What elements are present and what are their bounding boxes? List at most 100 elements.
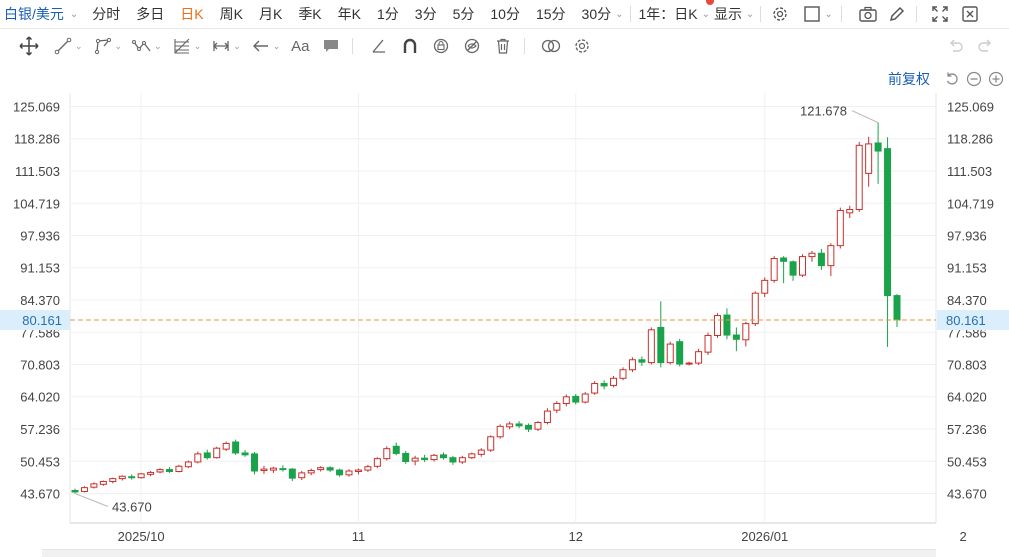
candle-up [477,449,485,455]
chevron-down-icon[interactable]: ⌄ [615,8,624,20]
symbol-selector[interactable]: 白银/美元 ⌄ [4,0,78,28]
zoom-in-icon[interactable] [988,71,1004,87]
candle-up [411,457,419,462]
chevron-down-icon[interactable]: ⌄ [75,40,83,51]
current-price-tag-left [0,310,70,331]
period-tab[interactable]: 1分 [377,6,399,22]
period-tab[interactable]: 3分 [414,6,437,22]
period-tab[interactable]: 分时 [92,6,121,22]
draw-settings-tool[interactable] [571,35,593,57]
candle-up [90,483,98,488]
y-tick-label: 70.803 [20,358,60,373]
divider [915,6,917,22]
candle-up [846,209,854,214]
reset-icon[interactable] [944,71,960,87]
candlestick-chart[interactable]: 43.67050.45357.23664.02070.80377.58684.3… [0,93,1009,556]
settings-button[interactable] [771,0,789,28]
magnet-tool[interactable] [399,35,421,57]
candle-up [553,403,561,411]
arrow-icon [252,40,268,52]
period-tab[interactable]: 多日 [136,6,165,22]
display-menu[interactable]: 显示 ⌄ [706,0,754,28]
period-list: 分时 多日 日K 周K 月K 季K 年K 1分 3分 5分 10分 15分 30分 ⌄ [78,0,623,28]
period-tab[interactable]: 10分 [490,6,520,22]
grid-lines [70,93,936,523]
zigzag-tool[interactable] [131,35,153,57]
delete-tool[interactable] [492,35,514,57]
candle-down [884,148,892,297]
comment-tool[interactable] [320,35,342,57]
candle-down [780,257,788,262]
hide-tool[interactable] [461,35,483,57]
x-tick-label: 11 [352,529,366,544]
period-tab[interactable]: 年K [337,6,361,22]
candle-up [298,472,306,479]
y-tick-label: 84.370 [947,293,987,308]
period-tab[interactable]: 15分 [535,6,566,22]
candle-up [751,292,759,325]
max-label: 121.678 [800,104,847,119]
candle-up [260,468,268,472]
gear-icon [773,7,788,21]
period-tab[interactable]: 30分 [581,6,612,22]
period-tab[interactable]: 月K [258,6,283,22]
notification-dot [706,0,715,5]
chevron-down-icon[interactable]: ⌄ [154,40,162,51]
candle-down [165,469,173,472]
candle-up [742,323,750,341]
snapshot-button[interactable] [858,0,878,28]
arrow-tool[interactable] [250,35,272,57]
chevron-down-icon[interactable]: ⌄ [272,40,281,51]
candle-up [468,453,476,459]
candle-up [543,410,551,424]
y-tick-label: 50.453 [947,454,987,469]
period-tab[interactable]: 季K [298,6,322,22]
candle-up [562,396,570,405]
period-tab[interactable]: 日K [180,6,204,22]
candle-down [789,261,797,276]
candle-up [222,442,230,450]
candles [71,122,901,494]
ruler-tool[interactable] [368,35,390,57]
close-chart-button[interactable] [961,0,979,28]
range-selector[interactable]: 1年：日K ⌄ [639,0,711,28]
candle-up [194,453,202,463]
draw-button[interactable] [888,0,906,28]
measure-tool[interactable] [210,35,232,57]
chart-style-button[interactable]: ⌄ [803,0,833,28]
x-tick-label: 12 [569,529,583,544]
y-tick-label: 91.153 [20,261,60,276]
text-tool[interactable]: Aa [289,35,311,57]
scrollbar-track[interactable] [42,549,936,557]
period-tab[interactable]: 5分 [452,6,475,22]
current-price-label-left: 80.161 [22,313,62,328]
fullscreen-button[interactable] [931,0,949,28]
visibility-tool[interactable] [540,35,562,57]
move-tool[interactable] [18,35,40,57]
drawing-toolbar: ⌄ ⌄ ⌄ ⌄ ⌄ ⌄ Aa [0,29,1009,63]
candle-up [487,436,495,451]
y-axis-right: 43.67050.45357.23664.02070.80377.58684.3… [947,100,994,502]
candle-up [855,144,863,211]
candle-up [269,467,277,471]
candle-up [799,256,807,276]
candle-down [874,142,882,152]
line-tool[interactable] [52,35,74,57]
period-tab[interactable]: 周K [219,6,243,22]
y-tick-label: 84.370 [20,293,60,308]
undo-button[interactable] [944,35,966,57]
fib-tool[interactable] [171,35,193,57]
zoom-out-icon[interactable] [966,71,982,87]
close-box-icon [962,6,978,22]
y-tick-label: 64.020 [20,390,60,405]
chevron-down-icon[interactable]: ⌄ [193,40,202,51]
lock-tool[interactable] [430,35,452,57]
candle-down [600,383,608,387]
candle-up [184,461,192,468]
redo-button[interactable] [975,35,997,57]
chevron-down-icon[interactable]: ⌄ [114,40,123,51]
candle-up [175,465,183,472]
adjust-button[interactable]: 前复权 [888,71,930,87]
polyline-tool[interactable] [92,35,114,57]
chevron-down-icon[interactable]: ⌄ [233,40,241,51]
